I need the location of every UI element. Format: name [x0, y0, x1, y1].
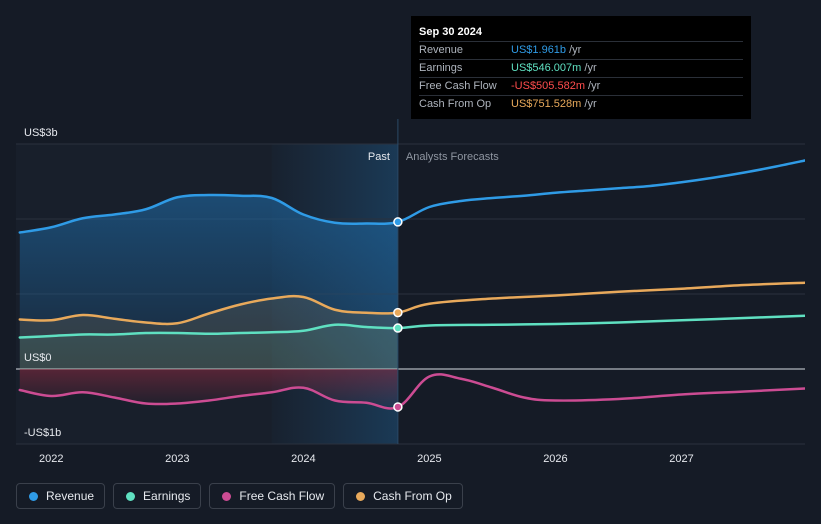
tooltip-row-value: US$1.961b /yr	[511, 42, 581, 59]
tooltip-value-number: -US$505.582m	[511, 80, 585, 92]
y-axis-label-top: US$3b	[24, 127, 58, 139]
line-earnings[interactable]	[18, 314, 805, 339]
x-tick-label: 2026	[543, 453, 567, 465]
marker-revenue	[393, 217, 403, 227]
line-free-cash-flow[interactable]	[18, 373, 805, 410]
y-axis-label-zero: US$0	[24, 352, 52, 364]
legend-item-cash-from-op[interactable]: Cash From Op	[343, 483, 463, 509]
series-lines	[18, 159, 805, 410]
x-tick-label: 2022	[39, 453, 63, 465]
tooltip-date: Sep 30 2024	[419, 26, 482, 38]
tooltip-value-unit: /yr	[585, 80, 601, 92]
area-revenue	[19, 194, 398, 369]
x-tick-label: 2027	[669, 453, 693, 465]
x-tick-label: 2025	[417, 453, 441, 465]
tooltip: Sep 30 2024 Revenue US$1.961b /yr Earnin…	[411, 16, 751, 119]
marker-earnings	[393, 323, 403, 333]
tooltip-value-unit: /yr	[581, 62, 597, 74]
x-tick-label: 2023	[165, 453, 189, 465]
y-axis-label-bottom: -US$1b	[24, 427, 61, 439]
legend-dot-icon	[356, 491, 366, 501]
tooltip-row-value: US$546.007m /yr	[511, 60, 597, 77]
tooltip-row-value: US$751.528m /yr	[511, 96, 597, 113]
legend-label: Free Cash Flow	[239, 489, 325, 503]
marker-cash-from-op	[393, 307, 403, 318]
tooltip-value-unit: /yr	[566, 44, 582, 56]
tooltip-row-name: Earnings	[419, 62, 463, 74]
legend-label: Revenue	[46, 489, 95, 503]
legend-label: Earnings	[143, 489, 191, 503]
series-areas	[19, 194, 398, 407]
line-revenue[interactable]	[18, 159, 805, 234]
tooltip-row-name: Free Cash Flow	[419, 80, 497, 92]
tooltip-value-number: US$751.528m	[511, 98, 582, 110]
tooltip-row-cash-from-op: Cash From Op US$751.528m /yr	[419, 95, 743, 113]
tooltip-value-number: US$546.007m	[511, 62, 582, 74]
tooltip-row-earnings: Earnings US$546.007m /yr	[419, 59, 743, 77]
tooltip-value-unit: /yr	[581, 98, 597, 110]
hover-markers	[393, 217, 403, 412]
line-cash-from-op[interactable]	[18, 281, 805, 326]
tooltip-row-free-cash-flow: Free Cash Flow -US$505.582m /yr	[419, 77, 743, 95]
legend-dot-icon	[29, 491, 38, 501]
tooltip-value-number: US$1.961b	[511, 44, 567, 56]
tooltip-row-name: Revenue	[419, 44, 464, 56]
past-label: Past	[368, 151, 390, 163]
legend-item-revenue[interactable]: Revenue	[16, 483, 106, 509]
legend-item-free-cash-flow[interactable]: Free Cash Flow	[209, 483, 336, 509]
forecast-label: Analysts Forecasts	[406, 151, 499, 163]
tooltip-row-revenue: Revenue US$1.961b /yr	[419, 41, 743, 59]
legend-dot-icon	[222, 491, 232, 501]
tooltip-row-value: -US$505.582m /yr	[511, 78, 600, 95]
marker-free-cash-flow	[393, 402, 403, 412]
tooltip-row-name: Cash From Op	[419, 98, 492, 110]
legend: Revenue Earnings Free Cash Flow Cash Fro…	[16, 483, 463, 509]
x-axis-ticks: 2022 2023 2024 2025 2026 2027	[39, 453, 694, 465]
legend-label: Cash From Op	[373, 489, 452, 503]
tooltip-rows: Revenue US$1.961b /yr Earnings US$546.00…	[419, 41, 743, 113]
legend-dot-icon	[126, 491, 136, 501]
legend-item-earnings[interactable]: Earnings	[113, 483, 202, 509]
x-tick-label: 2024	[291, 453, 315, 465]
